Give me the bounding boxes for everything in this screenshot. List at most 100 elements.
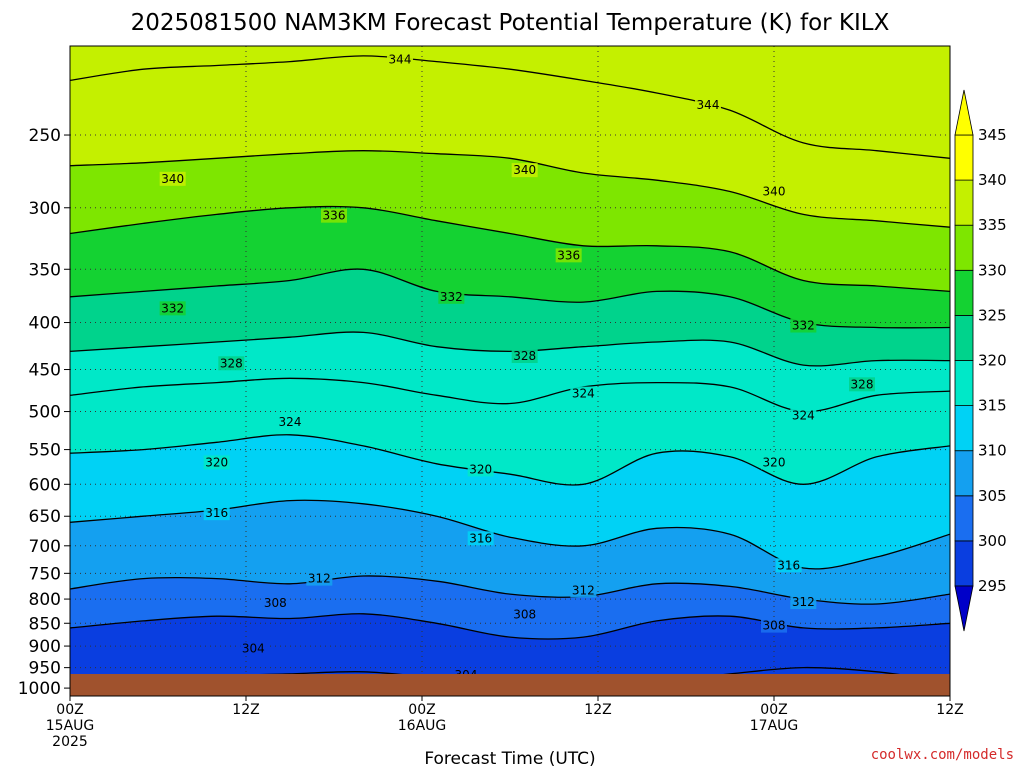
- contour-label-text: 328: [220, 356, 243, 370]
- y-tick-label-1000: 1000: [18, 679, 61, 699]
- contour-label-320: 320: [467, 462, 494, 477]
- fill-band-344: [70, 46, 950, 159]
- colorbar-band-305: [954, 450, 974, 497]
- contour-344: [70, 55, 950, 159]
- contour-label-308: 308: [761, 618, 787, 633]
- contour-label-340: 340: [159, 171, 186, 186]
- contour-label-text: 320: [763, 455, 786, 469]
- y-tick-label-350: 350: [29, 260, 61, 280]
- y-tick-label-500: 500: [29, 403, 61, 423]
- x-tick-label: 00Z: [760, 702, 787, 718]
- contour-label-text: 312: [308, 572, 331, 586]
- colorbar-label-330: 330: [978, 261, 1007, 279]
- contour-label-320: 320: [203, 455, 230, 470]
- credit-text: coolwx.com/models: [871, 747, 1014, 763]
- colorbar-label-305: 305: [978, 487, 1007, 505]
- colorbar-label-320: 320: [978, 352, 1007, 370]
- colorbar-extend-high: [954, 89, 974, 136]
- y-tick-label-700: 700: [29, 537, 61, 557]
- x-tick-label: 00Z: [408, 702, 435, 718]
- colorbar-band-335: [954, 179, 974, 226]
- y-axis: 250 300 350 400 450 500 550 600 650 700 750 800 850 9…: [18, 126, 70, 699]
- y-tick-label-800: 800: [29, 590, 61, 610]
- contour-label-text: 320: [469, 462, 492, 476]
- contour-label-text: 312: [572, 584, 595, 598]
- colorbar-label-300: 300: [978, 532, 1007, 550]
- contour-label-316: 316: [467, 531, 494, 546]
- colorbar-band-315: [954, 360, 974, 406]
- contour-label-332: 332: [159, 301, 186, 316]
- colorbar-label-295: 295: [978, 577, 1007, 595]
- contour-label-text: 308: [763, 619, 786, 633]
- y-tick-label-400: 400: [29, 314, 61, 334]
- contour-label-344: 344: [695, 98, 721, 113]
- colorbar-extend-low: [954, 585, 974, 632]
- contour-label-layer: 344 344 340 340 340 336 336 332 332 332 328 328 328 3…: [159, 52, 875, 683]
- contour-label-text: 316: [777, 558, 800, 572]
- plot-area: 344 344 340 340 340 336 336 332 332 332 328 328 328 3…: [70, 46, 950, 696]
- x-tick-label: 15AUG: [46, 718, 95, 734]
- x-axis-label: Forecast Time (UTC): [424, 749, 595, 768]
- colorbar-label-325: 325: [978, 306, 1007, 324]
- x-tick-label: 00Z: [56, 702, 83, 718]
- colorbar: 295 300 305 310 315 320 325 330 335 340 345: [954, 89, 1007, 632]
- x-tick-label: 16AUG: [398, 718, 447, 734]
- x-tick-label: 2025: [52, 734, 88, 750]
- y-tick-label-600: 600: [29, 475, 61, 495]
- y-tick-label-950: 950: [29, 659, 61, 679]
- contour-label-320: 320: [761, 455, 787, 470]
- contour-label-text: 344: [389, 53, 412, 67]
- y-tick-label-750: 750: [29, 564, 61, 584]
- contour-label-text: 308: [513, 608, 536, 622]
- y-tick-label-450: 450: [29, 361, 61, 381]
- colorbar-label-345: 345: [978, 126, 1007, 144]
- colorbar-band-300: [954, 495, 974, 542]
- contour-label-324: 324: [790, 408, 817, 423]
- contour-label-text: 336: [557, 248, 580, 262]
- contour-308: [70, 613, 950, 640]
- contour-label-312: 312: [790, 595, 817, 610]
- colorbar-band-295: [954, 540, 974, 587]
- contour-label-308: 308: [511, 607, 538, 622]
- contour-label-332: 332: [790, 318, 817, 333]
- y-tick-label-250: 250: [29, 126, 61, 146]
- colorbar-label-340: 340: [978, 171, 1007, 189]
- colorbar-label-315: 315: [978, 397, 1007, 415]
- contour-label-308: 308: [262, 596, 289, 611]
- contour-label-328: 328: [849, 377, 875, 392]
- contour-label-344: 344: [387, 52, 413, 67]
- colorbar-label-335: 335: [978, 216, 1007, 234]
- contour-label-text: 316: [205, 506, 228, 520]
- x-tick-label: 17AUG: [750, 718, 799, 734]
- contour-label-316: 316: [203, 506, 230, 521]
- x-tick-label: 12Z: [936, 702, 963, 718]
- contour-label-text: 316: [469, 531, 492, 545]
- contour-label-text: 304: [242, 642, 265, 656]
- contour-label-312: 312: [306, 571, 333, 586]
- colorbar-band-320: [954, 314, 974, 361]
- contour-340: [70, 150, 950, 228]
- contour-label-text: 340: [763, 184, 786, 198]
- colorbar-band-310: [954, 405, 974, 452]
- contour-label-text: 320: [205, 455, 228, 469]
- contour-label-304: 304: [240, 641, 267, 656]
- contour-label-text: 344: [697, 98, 720, 112]
- contour-label-text: 324: [792, 409, 815, 423]
- colorbar-band-325: [954, 269, 974, 316]
- contour-label-336: 336: [555, 248, 582, 262]
- contour-label-text: 340: [161, 172, 184, 186]
- y-tick-label-900: 900: [29, 637, 61, 657]
- chart-title: 2025081500 NAM3KM Forecast Potential Tem…: [131, 10, 890, 36]
- contour-label-324: 324: [277, 414, 303, 429]
- contour-320: [70, 434, 950, 486]
- contour-label-text: 332: [792, 319, 815, 333]
- y-tick-label-850: 850: [29, 614, 61, 634]
- colorbar-band-330: [954, 224, 974, 271]
- contour-label-316: 316: [775, 558, 802, 573]
- contour-label-324: 324: [570, 386, 597, 401]
- x-tick-label: 12Z: [584, 702, 611, 718]
- contour-label-340: 340: [511, 163, 538, 178]
- colorbar-label-310: 310: [978, 442, 1007, 460]
